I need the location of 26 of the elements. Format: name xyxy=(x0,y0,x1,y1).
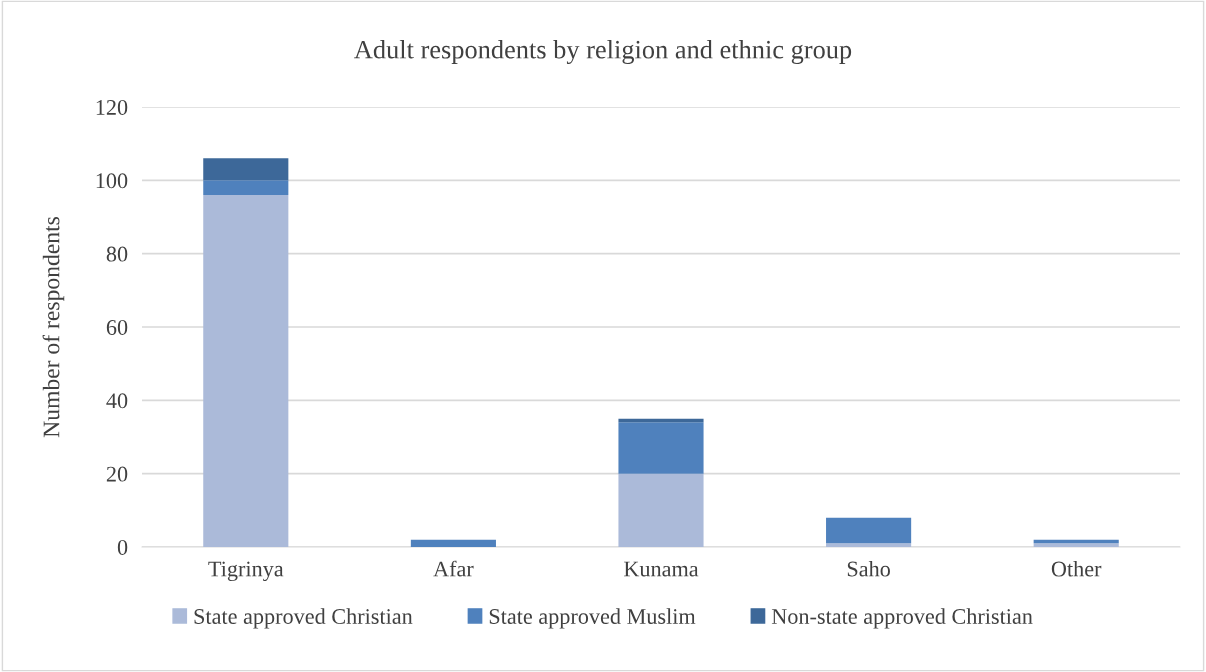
y-tick-label: 80 xyxy=(106,246,128,262)
y-tick-label: 120 xyxy=(96,99,128,115)
bar xyxy=(826,517,912,544)
bar xyxy=(826,543,912,547)
bar xyxy=(203,158,289,181)
y-tick-label: 0 xyxy=(117,539,128,555)
x-tick-label: Afar xyxy=(433,560,474,577)
y-tick-label: 20 xyxy=(106,466,128,482)
y-axis-title: Number of respondents xyxy=(42,217,65,438)
x-tick-label: Saho xyxy=(847,560,890,577)
bar xyxy=(203,195,289,547)
bar xyxy=(618,473,704,547)
y-tick-label: 60 xyxy=(106,319,128,335)
legend-label: State approved Christian xyxy=(194,608,413,629)
y-tick-label: 100 xyxy=(96,173,128,189)
x-tick-label: Kunama xyxy=(624,561,699,577)
chart-title: Adult respondents by religion and ethnic group xyxy=(354,40,852,64)
legend-label: State approved Muslim xyxy=(489,608,696,629)
bar xyxy=(410,539,496,547)
bar xyxy=(1033,543,1119,547)
bar xyxy=(618,422,704,474)
bar xyxy=(203,180,289,195)
x-tick-label: Other xyxy=(1051,560,1102,577)
legend-label: Non-state approved Christian xyxy=(771,608,1033,629)
y-tick-label: 40 xyxy=(106,393,128,409)
x-tick-label: Tigrinya xyxy=(208,561,284,582)
